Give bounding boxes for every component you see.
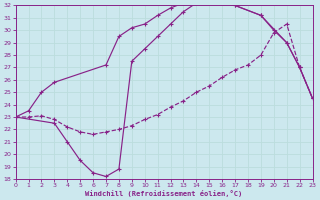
X-axis label: Windchill (Refroidissement éolien,°C): Windchill (Refroidissement éolien,°C) bbox=[85, 190, 243, 197]
